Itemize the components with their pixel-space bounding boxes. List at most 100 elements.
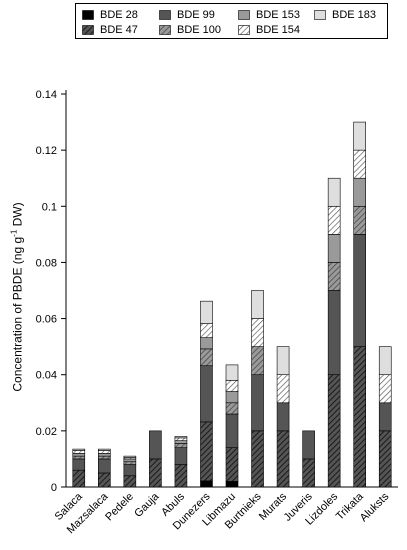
x-tick-label: Pedele bbox=[103, 491, 136, 524]
bar-segment-bde-47 bbox=[353, 346, 366, 488]
bar-segment-bde-154 bbox=[72, 450, 86, 454]
bar-segment-bde-99 bbox=[123, 464, 137, 477]
legend-swatch bbox=[82, 25, 94, 35]
bar-segment-bde-47 bbox=[378, 430, 392, 488]
legend-swatch bbox=[82, 10, 94, 20]
legend: BDE 28 BDE 99 BDE 153 BDE 183 BDE 47 BDE 100 B… bbox=[75, 3, 388, 39]
bar-segment-bde-100 bbox=[200, 348, 213, 367]
legend-swatch bbox=[314, 10, 326, 20]
legend-item-bde-47: BDE 47 bbox=[82, 24, 138, 36]
y-tick-label: 0.14 bbox=[36, 89, 57, 101]
bar-segment-bde-154 bbox=[200, 323, 213, 338]
bar-segment-bde-153 bbox=[98, 453, 111, 457]
bar-segment-bde-153 bbox=[174, 440, 188, 444]
bar-segment-bde-183 bbox=[200, 300, 213, 324]
bar-segment-bde-99 bbox=[72, 458, 86, 471]
bar-segment-bde-183 bbox=[276, 346, 290, 376]
bar-segment-bde-99 bbox=[302, 430, 315, 460]
bar-segment-bde-100 bbox=[174, 443, 188, 449]
legend-item-bde-183: BDE 183 bbox=[314, 9, 376, 21]
bar-segment-bde-183 bbox=[225, 364, 239, 381]
bar-segment-bde-99 bbox=[149, 430, 162, 460]
bar-segment-bde-153 bbox=[72, 453, 86, 457]
legend-item-bde-99: BDE 99 bbox=[159, 9, 215, 21]
y-axis-label-text: Concentration of PBDE (ng g bbox=[10, 236, 25, 392]
bar-segment-bde-100 bbox=[72, 455, 86, 460]
bar-segment-bde-99 bbox=[174, 447, 188, 465]
legend-label: BDE 183 bbox=[332, 9, 377, 21]
bar-segment-bde-153 bbox=[327, 234, 341, 263]
y-axis-label-exponent: -1 bbox=[9, 229, 19, 237]
bar-segment-bde-154 bbox=[251, 318, 264, 347]
bar-segment-bde-28 bbox=[200, 480, 213, 488]
bar-segment-bde-183 bbox=[251, 290, 264, 319]
bar-segment-bde-28 bbox=[225, 481, 239, 488]
bar-segment-bde-100 bbox=[353, 205, 366, 235]
bar-segment-bde-99 bbox=[353, 234, 366, 347]
bar-segment-bde-153 bbox=[200, 337, 213, 350]
bar-segment-bde-100 bbox=[225, 402, 239, 415]
y-tick-label: 0.1 bbox=[42, 201, 57, 213]
legend-swatch bbox=[159, 10, 171, 20]
y-axis-label-unit: DW) bbox=[10, 202, 25, 230]
y-tick-label: 0 bbox=[51, 482, 57, 494]
legend-item-bde-154: BDE 154 bbox=[238, 24, 300, 36]
bar-segment-bde-47 bbox=[149, 458, 162, 488]
legend-item-bde-100: BDE 100 bbox=[159, 24, 221, 36]
legend-swatch bbox=[238, 25, 250, 35]
legend-label: BDE 28 bbox=[100, 9, 138, 21]
bar-segment-bde-99 bbox=[327, 290, 341, 376]
legend-label: BDE 153 bbox=[256, 9, 301, 21]
bar-segment-bde-153 bbox=[225, 391, 239, 404]
bar-segment-bde-100 bbox=[98, 455, 111, 460]
bar-segment-bde-47 bbox=[174, 464, 188, 488]
bar-segment-bde-99 bbox=[276, 402, 290, 432]
bar-segment-bde-47 bbox=[251, 430, 264, 488]
bar-segment-bde-100 bbox=[251, 346, 264, 376]
bar-segment-bde-154 bbox=[98, 450, 111, 454]
bar-segment-bde-154 bbox=[276, 374, 290, 404]
bar-segment-bde-153 bbox=[353, 177, 366, 207]
bar-segment-bde-183 bbox=[72, 448, 86, 451]
bar-segment-bde-154 bbox=[174, 437, 188, 441]
bar-segment-bde-99 bbox=[98, 458, 111, 474]
legend-item-bde-153: BDE 153 bbox=[238, 9, 300, 21]
bar-segment-bde-183 bbox=[123, 455, 137, 458]
legend-item-bde-28: BDE 28 bbox=[82, 9, 138, 21]
bar-segment-bde-99 bbox=[225, 413, 239, 448]
y-tick-label: 0.06 bbox=[36, 314, 57, 326]
legend-label: BDE 99 bbox=[177, 9, 215, 21]
y-tick-label: 0.04 bbox=[36, 370, 57, 382]
bar-segment-bde-47 bbox=[327, 374, 341, 488]
x-tick-label: Aluksts bbox=[358, 490, 392, 524]
bar-segment-bde-99 bbox=[378, 402, 392, 432]
y-tick-label: 0.02 bbox=[36, 426, 57, 438]
y-axis-label: Concentration of PBDE (ng g-1 DW) bbox=[10, 202, 25, 391]
bar-segment-bde-100 bbox=[327, 262, 341, 291]
legend-label: BDE 47 bbox=[100, 24, 138, 36]
bar-segment-bde-183 bbox=[174, 436, 188, 439]
bar-segment-bde-47 bbox=[276, 430, 290, 488]
bar-segment-bde-100 bbox=[123, 461, 137, 465]
bar-segment-bde-47 bbox=[72, 469, 86, 488]
legend-swatch bbox=[159, 25, 171, 35]
bar-segment-bde-47 bbox=[302, 458, 315, 488]
bar-segment-bde-99 bbox=[251, 374, 264, 432]
legend-label: BDE 154 bbox=[256, 24, 301, 36]
x-tick-label: Gauja bbox=[132, 490, 162, 520]
y-tick-label: 0.08 bbox=[36, 257, 57, 269]
bar-segment-bde-183 bbox=[378, 346, 392, 376]
bar-segment-bde-47 bbox=[123, 475, 137, 488]
bar-segment-bde-154 bbox=[225, 380, 239, 392]
y-tick-label: 0.12 bbox=[36, 145, 57, 157]
bar-segment-bde-99 bbox=[200, 365, 213, 423]
bar-segment-bde-47 bbox=[98, 472, 111, 488]
legend-swatch bbox=[238, 10, 250, 20]
legend-label: BDE 100 bbox=[177, 24, 222, 36]
bar-segment-bde-47 bbox=[225, 447, 239, 482]
bar-segment-bde-183 bbox=[98, 448, 111, 451]
bar-segment-bde-153 bbox=[123, 458, 137, 463]
bar-segment-bde-183 bbox=[327, 177, 341, 207]
bar-segment-bde-183 bbox=[353, 121, 366, 151]
